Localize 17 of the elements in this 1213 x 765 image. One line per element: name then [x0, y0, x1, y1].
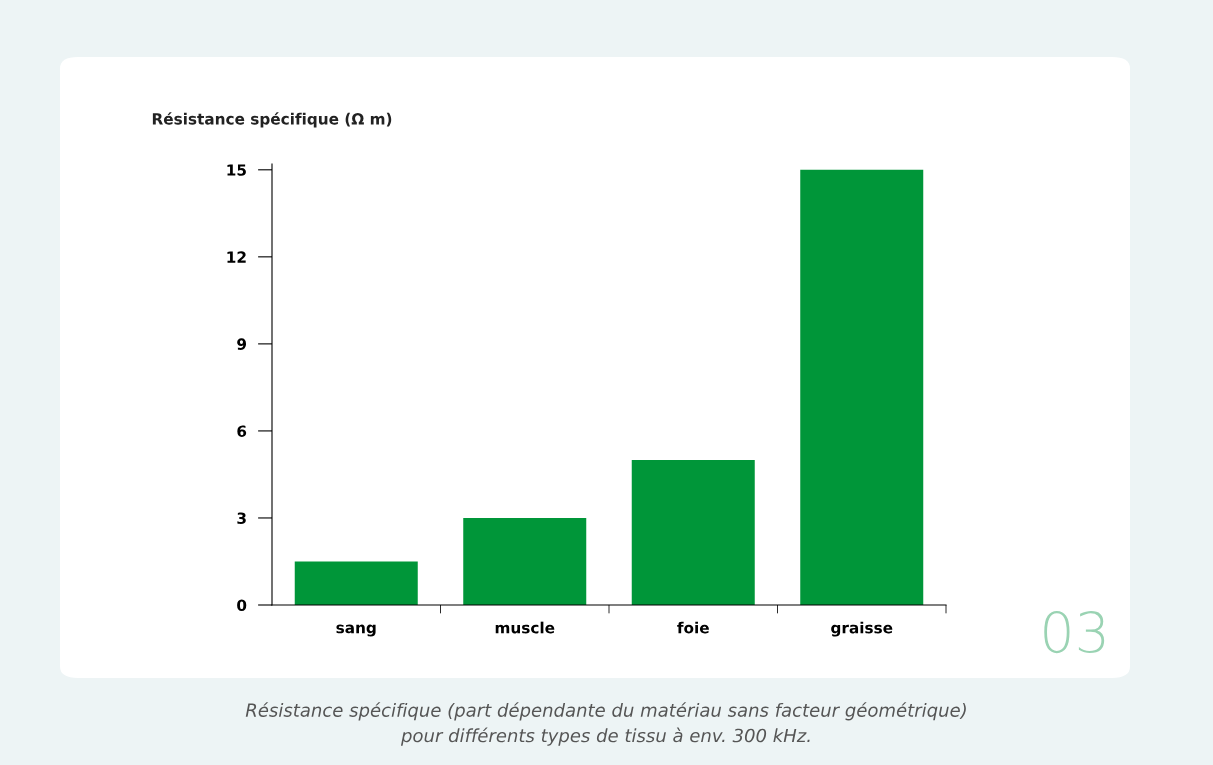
- y-tick-label: 6: [237, 425, 247, 437]
- x-tick-label: graisse: [831, 621, 893, 637]
- bar: [631, 459, 755, 605]
- y-tick-label: 0: [237, 599, 247, 612]
- bar: [294, 561, 418, 605]
- text: 03: [1044, 611, 1105, 654]
- text: Résistance spécifique (part dépendante du matériau sans facteur géométrique) pour différents types de tissu à env. 300 kHz.: [245, 702, 966, 746]
- y-tick-label: 15: [227, 164, 246, 176]
- x-tick-label: sang: [336, 624, 376, 637]
- y-tick-label: 12: [227, 251, 246, 263]
- y-tick-label: 9: [237, 338, 247, 350]
- y-tick-label: 3: [237, 512, 246, 524]
- bar: [463, 517, 587, 605]
- x-tick-label: muscle: [495, 621, 555, 634]
- y-axis-title: Résistance spécifique (Ω m): [152, 112, 392, 128]
- bar: [800, 169, 924, 605]
- x-tick-label: foie: [677, 621, 709, 634]
